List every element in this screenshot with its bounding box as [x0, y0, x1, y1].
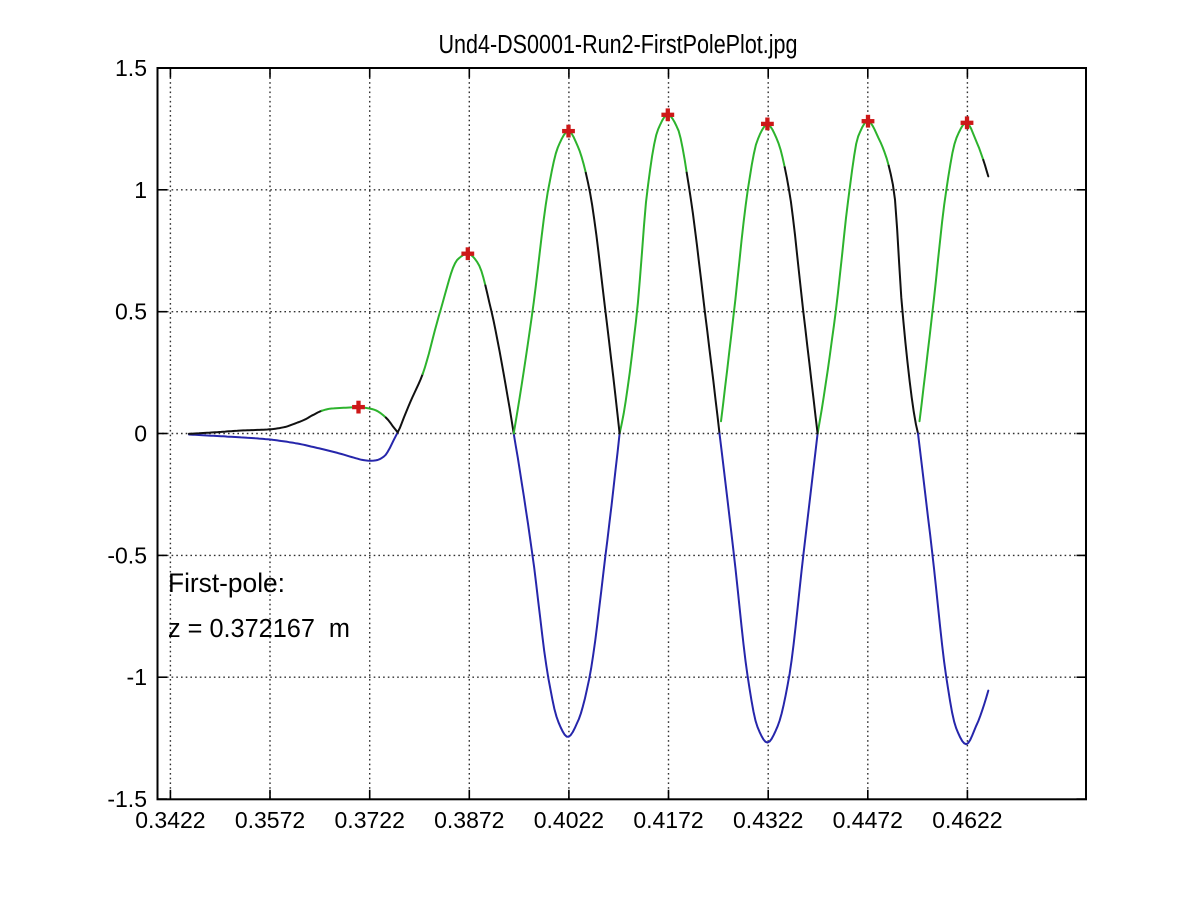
- svg-text:-1.5: -1.5: [107, 786, 147, 812]
- svg-text:-1: -1: [127, 664, 147, 690]
- svg-text:0.5: 0.5: [115, 299, 147, 325]
- svg-text:First-pole:: First-pole:: [168, 568, 285, 598]
- svg-text:0.3872: 0.3872: [434, 807, 504, 833]
- svg-text:0.4022: 0.4022: [534, 807, 604, 833]
- svg-text:0.4172: 0.4172: [633, 807, 703, 833]
- svg-text:z = 0.372167 m: z = 0.372167 m: [168, 615, 350, 643]
- svg-text:0.3572: 0.3572: [235, 807, 305, 833]
- svg-text:1: 1: [134, 177, 147, 203]
- svg-text:Und4-DS0001-Run2-FirstPolePlot: Und4-DS0001-Run2-FirstPolePlot.jpg: [439, 31, 798, 59]
- svg-text:0: 0: [134, 421, 147, 447]
- svg-text:0.4322: 0.4322: [733, 807, 803, 833]
- svg-text:0.3722: 0.3722: [335, 807, 405, 833]
- svg-text:0.3422: 0.3422: [135, 807, 205, 833]
- svg-text:1.5: 1.5: [115, 55, 147, 81]
- svg-text:0.4622: 0.4622: [932, 807, 1002, 833]
- svg-text:-0.5: -0.5: [107, 542, 147, 568]
- svg-text:0.4472: 0.4472: [833, 807, 903, 833]
